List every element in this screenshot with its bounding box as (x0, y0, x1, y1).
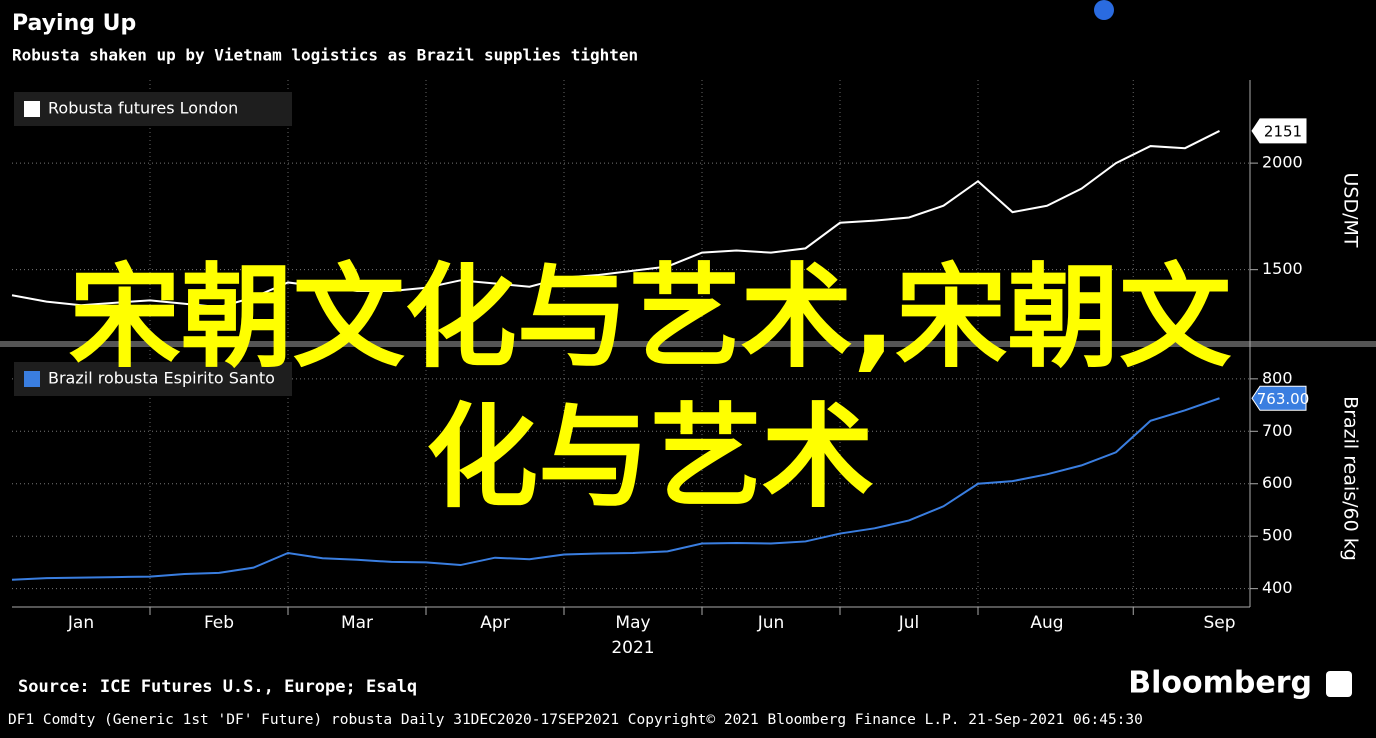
y-tick-label: 800 (1262, 368, 1293, 387)
brand: Bloomberg (1128, 666, 1312, 701)
chart-subtitle: Robusta shaken up by Vietnam logistics a… (12, 46, 638, 65)
footer-note: DF1 Comdty (Generic 1st 'DF' Future) rob… (8, 712, 1143, 728)
chart-title: Paying Up (12, 11, 136, 36)
y-axis-label: USD/MT (1340, 173, 1362, 248)
value-label: 2151 (1264, 122, 1302, 140)
y-tick-label: 1500 (1262, 259, 1303, 278)
line-series (11, 397, 1220, 581)
value-label: 763.00 (1257, 390, 1310, 408)
value-label-box (1251, 118, 1307, 144)
legend-box (14, 92, 292, 126)
y-tick-label: 700 (1262, 421, 1293, 440)
x-tick-label: Sep (1203, 613, 1235, 633)
legend-box (14, 362, 292, 396)
line-series (11, 130, 1220, 309)
brand-icon (1326, 671, 1352, 697)
y-axis-label: Brazil reais/60 kg (1340, 396, 1362, 561)
x-tick-label: Jul (898, 613, 920, 633)
panel-divider (0, 341, 1376, 347)
y-tick-label: 600 (1262, 473, 1293, 492)
legend-swatch (24, 371, 40, 387)
legend-label: Brazil robusta Espirito Santo (48, 369, 275, 388)
x-tick-label: Feb (204, 613, 234, 633)
y-tick-label: 2000 (1262, 153, 1303, 172)
y-tick-label: 500 (1262, 526, 1293, 545)
legend-swatch (24, 101, 40, 117)
value-label-box (1251, 385, 1307, 411)
legend-label: Robusta futures London (48, 99, 238, 118)
x-axis-label: 2021 (611, 638, 654, 658)
y-tick-label: 400 (1262, 578, 1293, 597)
x-tick-label: Mar (341, 613, 373, 633)
indicator-dot (1094, 0, 1114, 20)
x-tick-label: Jan (67, 613, 94, 633)
source: Source: ICE Futures U.S., Europe; Esalq (18, 677, 417, 697)
x-tick-label: Apr (480, 613, 509, 633)
watermark: 宋朝文化与艺术,宋朝文化与艺术 (68, 253, 1232, 523)
x-tick-label: Jun (757, 613, 785, 633)
x-tick-label: May (615, 613, 650, 633)
x-tick-label: Aug (1030, 613, 1063, 633)
